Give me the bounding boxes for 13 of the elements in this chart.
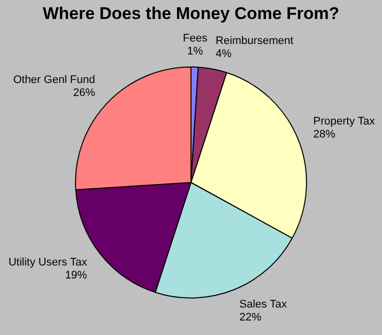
slice-label: Utility Users Tax: [8, 256, 88, 269]
data-label: 22%: [239, 311, 262, 324]
slice-label: Property Tax: [313, 116, 376, 128]
slice-label: Sales Tax: [239, 298, 288, 310]
data-label: 1%: [187, 46, 204, 58]
data-label: 26%: [73, 87, 96, 100]
data-label: 28%: [313, 128, 336, 141]
slice-label: Fees: [182, 32, 208, 45]
chart-title: Where Does the Money Come From?: [42, 4, 340, 24]
data-label: 19%: [65, 270, 88, 282]
slice-label: Other Genl Fund: [13, 74, 96, 86]
data-label: 4%: [216, 48, 232, 60]
slice-label: Reimbursement: [216, 34, 294, 47]
